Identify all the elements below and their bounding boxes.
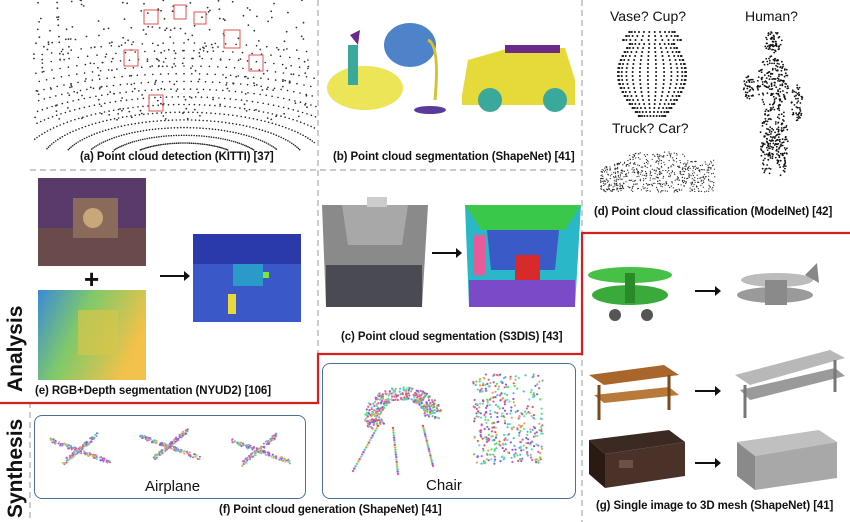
caption-a: (a) Point cloud detection (KITTI) [37] <box>80 151 274 163</box>
airplane-generation-box: Airplane <box>34 415 306 499</box>
caption-c: (c) Point cloud segmentation (S3DIS) [43… <box>341 331 563 343</box>
question-vase-cup: Vase? Cup? <box>610 8 687 24</box>
question-truck-car: Truck? Car? <box>612 120 689 136</box>
plus-sign: + <box>84 264 100 294</box>
rgb-image <box>38 178 146 266</box>
sofa-mesh <box>737 430 837 490</box>
panel-rgbd: + <box>38 178 318 398</box>
arrow-rgbd <box>160 271 190 281</box>
vase-point-cloud <box>616 31 688 117</box>
segmented-lamp <box>327 30 403 110</box>
panel-kitti-detection <box>33 0 317 151</box>
arrow-s3dis <box>432 248 462 258</box>
caption-d: (d) Point cloud classification (ModelNet… <box>594 206 833 218</box>
arrow-sofa <box>695 458 721 468</box>
segmented-desk-lamp <box>384 23 446 114</box>
bench-image <box>589 365 679 420</box>
arrow-bench <box>695 386 721 396</box>
chair-generation-box: Chair <box>322 363 576 499</box>
car-point-cloud <box>600 151 716 193</box>
label-chair: Chair <box>426 477 462 494</box>
toy-airplane-image <box>588 267 672 321</box>
airplane-mesh <box>737 263 819 305</box>
generated-airplanes <box>49 428 291 467</box>
panel-s3dis <box>322 195 582 325</box>
room-segmented-point-cloud <box>465 205 581 307</box>
panel-shapenet-segmentation <box>320 0 580 150</box>
question-human: Human? <box>745 8 798 24</box>
section-label-synthesis: Synthesis <box>4 418 27 518</box>
label-airplane: Airplane <box>145 478 201 495</box>
sofa-image <box>589 430 685 488</box>
caption-f: (f) Point cloud generation (ShapeNet) [4… <box>219 504 442 516</box>
bench-mesh <box>735 350 845 418</box>
lidar-point-cloud <box>33 0 317 151</box>
caption-b: (b) Point cloud segmentation (ShapeNet) … <box>333 151 575 163</box>
caption-g: (g) Single image to 3D mesh (ShapeNet) [… <box>596 500 834 512</box>
room-rgb-point-cloud <box>322 197 428 307</box>
human-point-cloud <box>742 31 804 177</box>
section-label-analysis: Analysis <box>4 305 27 392</box>
generated-chairs <box>351 373 544 476</box>
panel-image-to-mesh <box>585 245 847 500</box>
depth-image <box>38 290 146 380</box>
segmented-car <box>462 45 575 112</box>
caption-e: (e) RGB+Depth segmentation (NYUD2) [106] <box>35 385 271 397</box>
segmentation-output <box>193 234 301 322</box>
segmented-objects <box>327 23 575 114</box>
arrow-airplane <box>695 286 721 296</box>
